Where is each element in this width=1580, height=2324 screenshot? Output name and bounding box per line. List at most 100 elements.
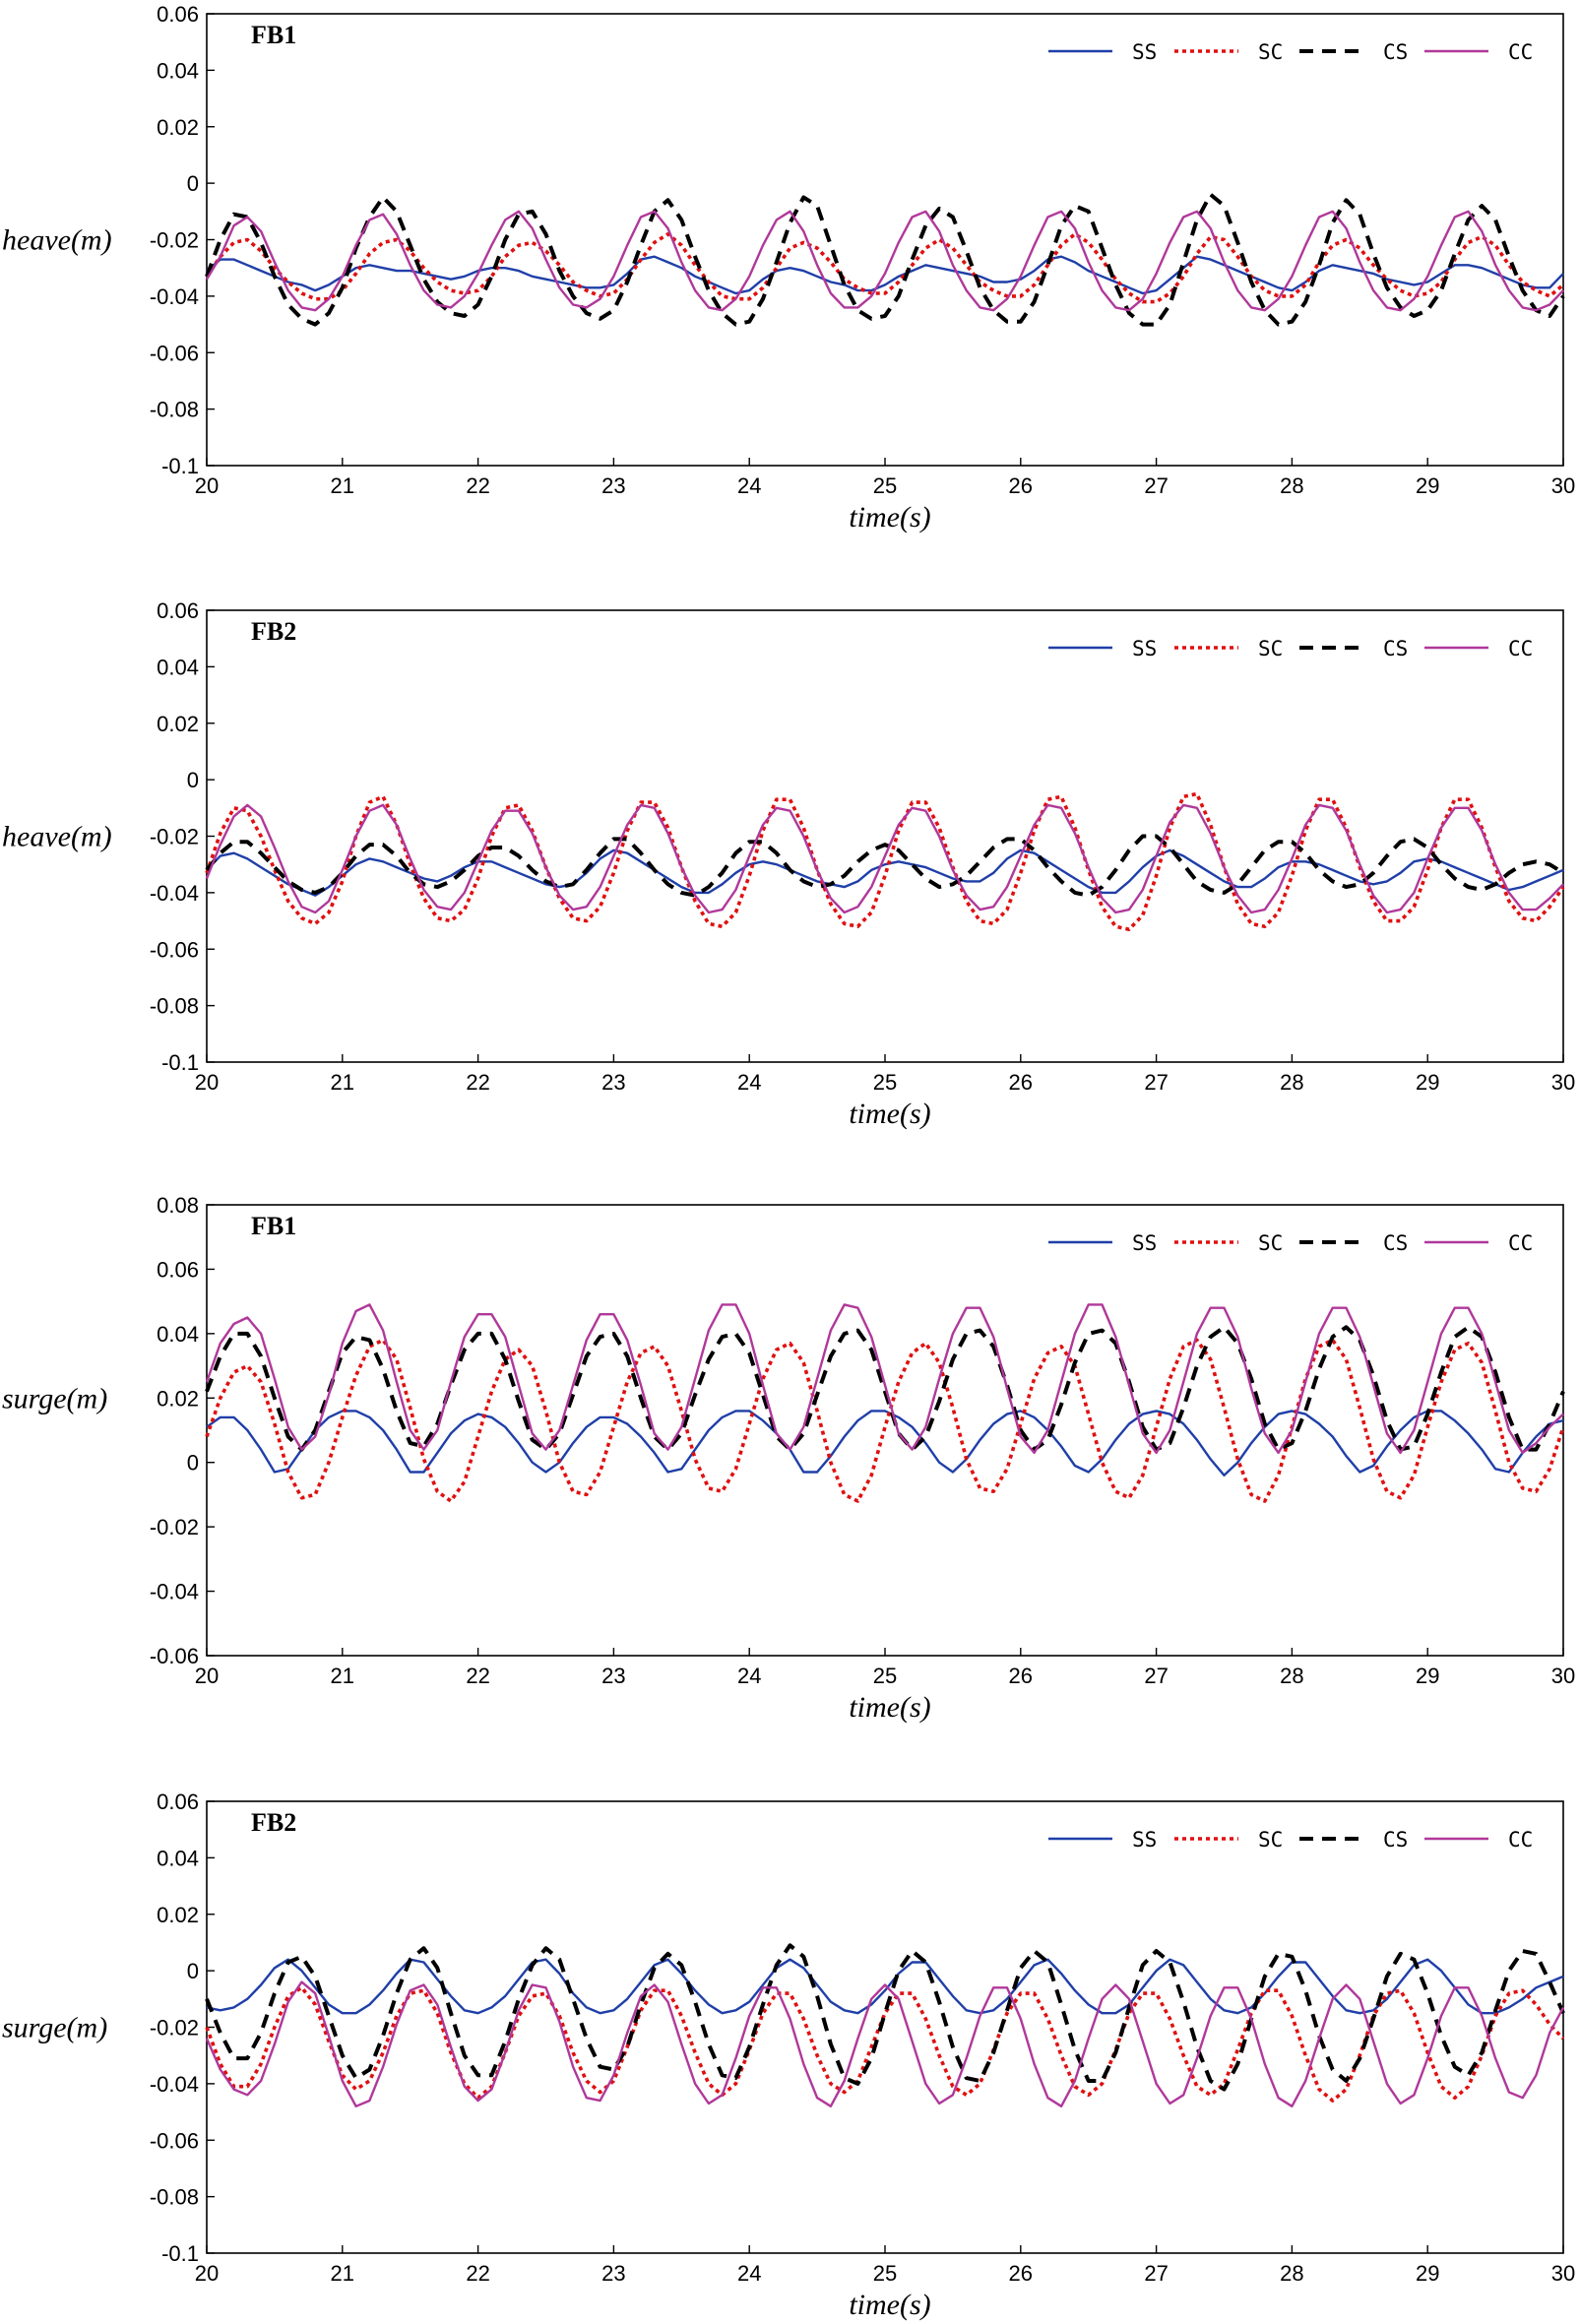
- legend-label-sc: SC: [1258, 40, 1283, 64]
- y-tick-label: 0.04: [157, 1846, 199, 1870]
- y-tick-label: -0.04: [150, 284, 199, 309]
- y-tick-label: -0.1: [161, 1050, 199, 1075]
- plot-frame: [206, 609, 1564, 1063]
- x-tick-label: 26: [1009, 473, 1033, 498]
- y-tick-label: -0.02: [150, 228, 199, 253]
- legend-label-ss: SS: [1132, 1828, 1157, 1852]
- y-tick-label: 0.08: [157, 1193, 199, 1218]
- y-axis-title: heave(m): [2, 821, 112, 853]
- x-axis-title: time(s): [849, 2289, 930, 2321]
- y-tick-label: -0.04: [150, 2072, 199, 2097]
- legend-label-ss: SS: [1132, 40, 1157, 64]
- chart-panel-4: 20 21 22 23 24 25 26 27 28 29 30 0.06 0.04 0.02 0 -0.02…: [2, 1790, 1575, 2321]
- y-tick-label: 0.04: [157, 58, 199, 83]
- legend-label-cs: CS: [1383, 1828, 1408, 1852]
- y-tick-label: 0.02: [157, 1386, 199, 1411]
- legend-label-cc: CC: [1508, 637, 1533, 660]
- legend-label-cc: CC: [1508, 1231, 1533, 1255]
- x-tick-label: 29: [1416, 2261, 1439, 2286]
- x-tick-label: 25: [873, 1664, 897, 1688]
- x-tick-label: 21: [331, 1070, 354, 1095]
- x-tick-label: 24: [737, 2261, 761, 2286]
- x-tick-label: 29: [1416, 1664, 1439, 1688]
- x-tick-label: 26: [1009, 1070, 1033, 1095]
- x-tick-label: 28: [1280, 473, 1303, 498]
- y-tick-label: 0: [187, 768, 199, 792]
- y-tick-label: -0.06: [150, 341, 199, 365]
- legend-label-sc: SC: [1258, 637, 1283, 660]
- panel-title: FB2: [251, 617, 296, 646]
- series-line-ss: [206, 255, 1564, 295]
- x-tick-label: 23: [601, 473, 625, 498]
- x-tick-label: 25: [873, 1070, 897, 1095]
- y-tick-label: -0.02: [150, 825, 199, 849]
- legend-label-cc: CC: [1508, 40, 1533, 64]
- y-axis-title: surge(m): [2, 2012, 107, 2044]
- panel-title: FB1: [251, 21, 296, 49]
- x-tick-label: 26: [1009, 1664, 1033, 1688]
- y-tick-label: -0.04: [150, 881, 199, 906]
- y-axis-title: surge(m): [2, 1382, 107, 1414]
- y-tick-label: -0.08: [150, 2185, 199, 2210]
- y-tick-label: -0.1: [161, 454, 199, 478]
- legend-label-cs: CS: [1383, 40, 1408, 64]
- series-line-cc: [205, 1303, 1564, 1455]
- x-tick-label: 26: [1009, 2261, 1033, 2286]
- series-line-sc: [205, 1985, 1565, 2103]
- x-tick-label: 23: [601, 1664, 625, 1688]
- x-tick-label: 23: [601, 1070, 625, 1095]
- x-tick-label: 27: [1144, 1664, 1168, 1688]
- x-tick-label: 30: [1551, 2261, 1575, 2286]
- y-tick-label: -0.08: [150, 994, 199, 1019]
- x-tick-label: 21: [331, 2261, 354, 2286]
- y-tick-label: -0.02: [150, 2016, 199, 2041]
- x-axis-title: time(s): [849, 1098, 930, 1130]
- y-tick-label: 0.06: [157, 2, 199, 27]
- panel-title: FB2: [251, 1808, 296, 1837]
- series-line-cc: [205, 1980, 1565, 2108]
- x-tick-label: 23: [601, 2261, 625, 2286]
- x-tick-label: 28: [1280, 2261, 1303, 2286]
- x-axis-title: time(s): [849, 501, 930, 534]
- plot-frame: [206, 13, 1564, 467]
- x-tick-label: 22: [466, 2261, 489, 2286]
- legend-label-cs: CS: [1383, 637, 1408, 660]
- x-tick-label: 28: [1280, 1070, 1303, 1095]
- series-line-cs: [205, 834, 1565, 898]
- x-tick-label: 24: [737, 473, 761, 498]
- legend-label-cc: CC: [1508, 1828, 1533, 1852]
- x-tick-label: 28: [1280, 1664, 1303, 1688]
- y-tick-label: 0.02: [157, 712, 199, 736]
- x-tick-label: 30: [1551, 1070, 1575, 1095]
- x-tick-label: 30: [1551, 1664, 1575, 1688]
- series-line-sc: [205, 791, 1565, 932]
- panel-title: FB1: [251, 1212, 296, 1240]
- x-tick-label: 27: [1144, 1070, 1168, 1095]
- y-tick-label: -0.06: [150, 937, 199, 962]
- legend-label-ss: SS: [1132, 1231, 1157, 1255]
- series-line-sc: [205, 1338, 1565, 1503]
- y-tick-label: 0.04: [157, 655, 199, 679]
- x-tick-label: 24: [737, 1070, 761, 1095]
- chart-panel-3: 20 21 22 23 24 25 26 27 28 29 30 0.08 0.06 0.04 0.02 0 -…: [2, 1193, 1575, 1724]
- x-tick-label: 21: [331, 473, 354, 498]
- series-line-ss: [206, 848, 1564, 897]
- x-tick-label: 20: [195, 1070, 219, 1095]
- legend-label-ss: SS: [1132, 637, 1157, 660]
- series-line-cs: [205, 1325, 1565, 1452]
- y-tick-label: -0.02: [150, 1515, 199, 1539]
- x-tick-label: 27: [1144, 2261, 1168, 2286]
- series-line-ss: [206, 1410, 1564, 1477]
- legend-label-cs: CS: [1383, 1231, 1408, 1255]
- x-tick-label: 24: [737, 1664, 761, 1688]
- y-tick-label: 0: [187, 171, 199, 196]
- plot-frame: [206, 1800, 1564, 2254]
- x-tick-label: 20: [195, 2261, 219, 2286]
- x-axis-title: time(s): [849, 1691, 930, 1724]
- legend-label-sc: SC: [1258, 1231, 1283, 1255]
- y-tick-label: -0.06: [150, 2128, 199, 2153]
- series-line-cs: [205, 1943, 1565, 2092]
- x-tick-label: 22: [466, 1070, 489, 1095]
- x-tick-label: 27: [1144, 473, 1168, 498]
